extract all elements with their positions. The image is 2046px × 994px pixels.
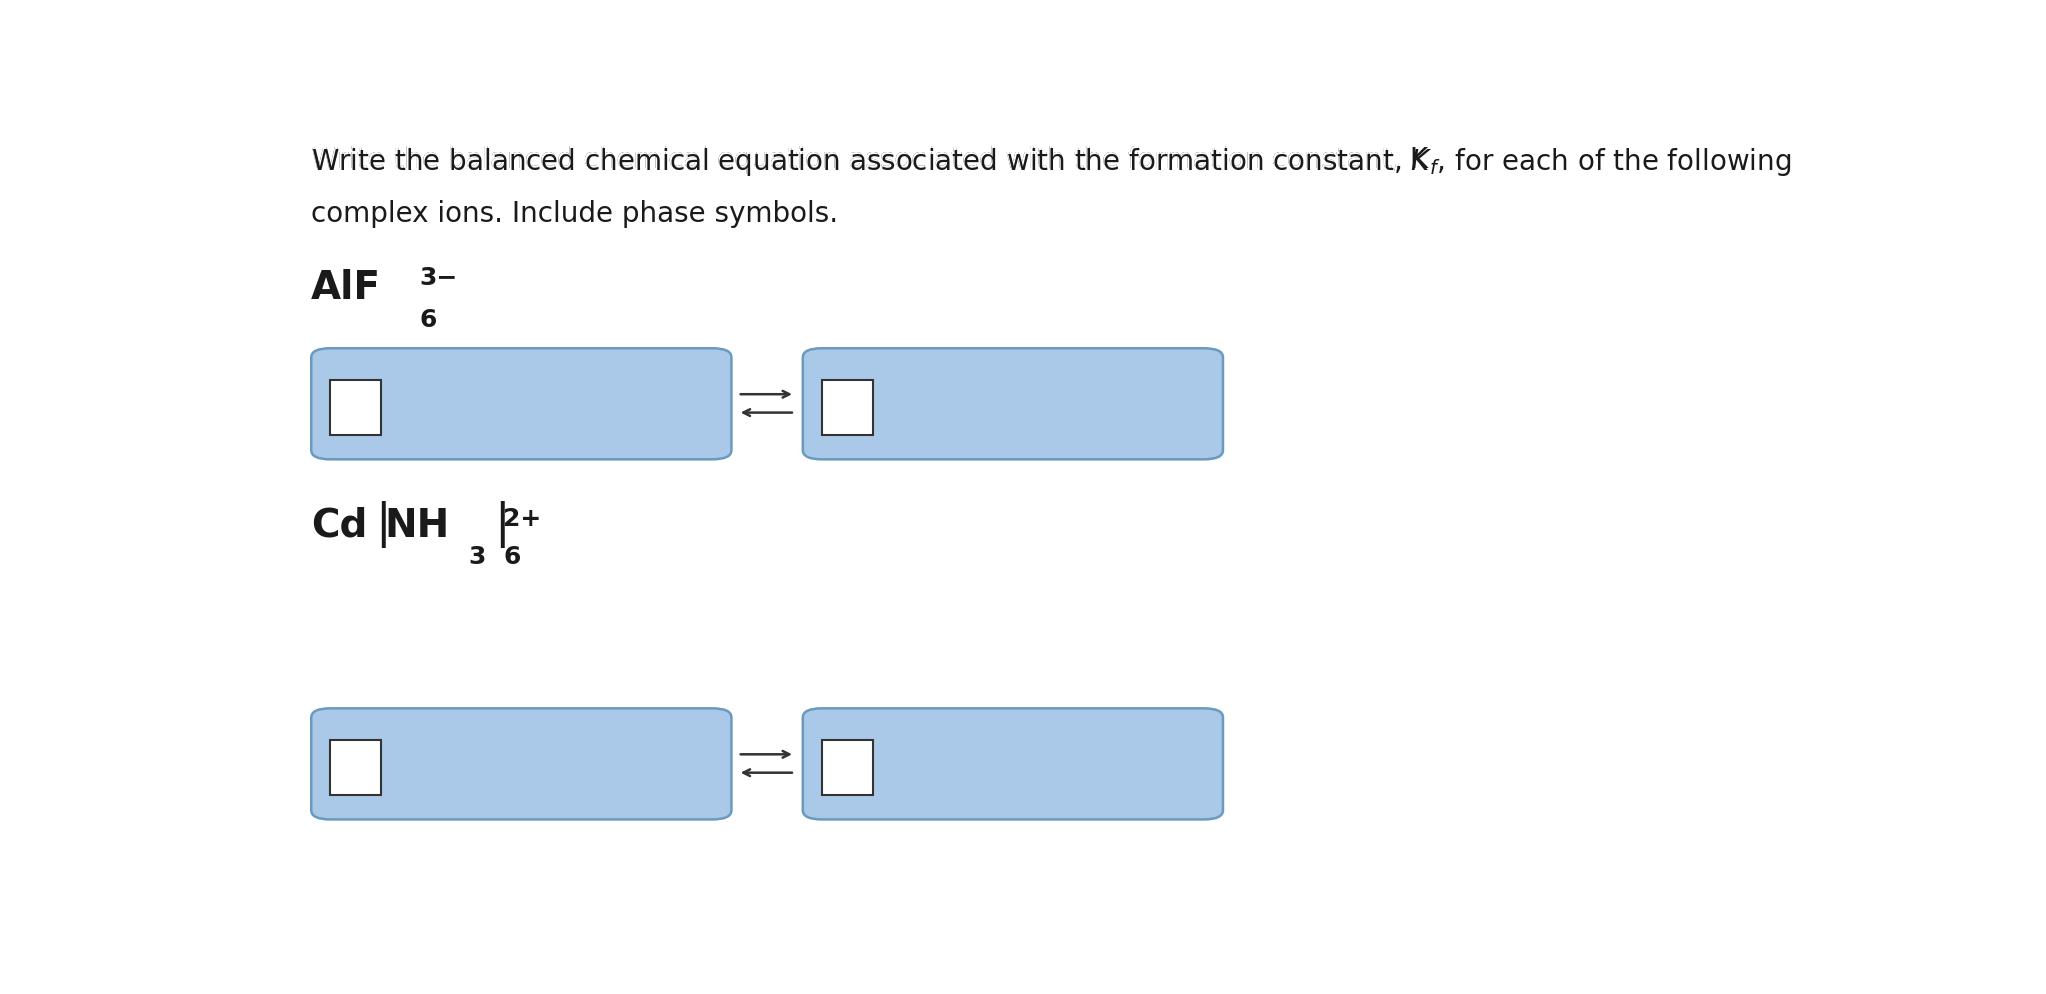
Text: 2+: 2+ bbox=[503, 506, 542, 530]
Text: Write the balanced chemical equation associated with the formation constant,: Write the balanced chemical equation ass… bbox=[311, 146, 1410, 174]
FancyBboxPatch shape bbox=[311, 709, 732, 820]
Bar bbox=[329, 740, 381, 795]
Bar bbox=[822, 740, 872, 795]
Text: NH: NH bbox=[385, 506, 450, 544]
Text: Cd: Cd bbox=[311, 506, 368, 544]
FancyBboxPatch shape bbox=[802, 709, 1224, 820]
Text: ❘: ❘ bbox=[364, 501, 403, 548]
Bar bbox=[822, 381, 872, 435]
Text: 6: 6 bbox=[503, 545, 520, 569]
Text: ❘: ❘ bbox=[483, 501, 522, 548]
Text: 6: 6 bbox=[419, 307, 436, 331]
Bar bbox=[329, 381, 381, 435]
Text: 3−: 3− bbox=[419, 266, 458, 290]
Text: Write the balanced chemical equation associated with the formation constant, $K_: Write the balanced chemical equation ass… bbox=[311, 146, 1792, 178]
Text: AlF: AlF bbox=[311, 268, 381, 307]
Text: Write the balanced chemical equation associated with the formation constant, K: Write the balanced chemical equation ass… bbox=[311, 146, 1428, 174]
Text: complex ions. Include phase symbols.: complex ions. Include phase symbols. bbox=[311, 200, 839, 228]
FancyBboxPatch shape bbox=[311, 349, 732, 460]
Text: 3: 3 bbox=[469, 545, 485, 569]
FancyBboxPatch shape bbox=[802, 349, 1224, 460]
